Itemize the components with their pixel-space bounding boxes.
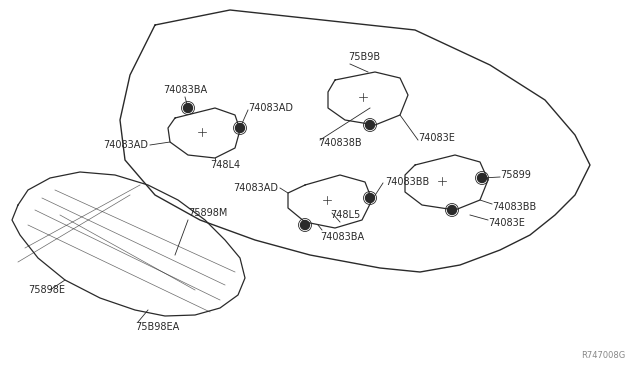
Text: 75B98EA: 75B98EA — [135, 322, 179, 332]
Text: 74083E: 74083E — [488, 218, 525, 228]
Text: 740838B: 740838B — [318, 138, 362, 148]
Circle shape — [365, 193, 374, 202]
Circle shape — [236, 124, 244, 132]
Circle shape — [447, 205, 456, 215]
Text: 75899: 75899 — [500, 170, 531, 180]
Text: 74083AD: 74083AD — [103, 140, 148, 150]
Circle shape — [184, 103, 193, 112]
Circle shape — [301, 221, 310, 230]
Text: 74083BA: 74083BA — [320, 232, 364, 242]
Text: 74083BB: 74083BB — [385, 177, 429, 187]
Text: 74083BA: 74083BA — [163, 85, 207, 95]
Text: 74083AD: 74083AD — [248, 103, 293, 113]
Text: 74083AD: 74083AD — [233, 183, 278, 193]
Circle shape — [477, 173, 486, 183]
Text: 75898M: 75898M — [188, 208, 227, 218]
Text: 75898E: 75898E — [28, 285, 65, 295]
Text: 748L4: 748L4 — [210, 160, 240, 170]
Text: R747008G: R747008G — [580, 351, 625, 360]
Text: 74083E: 74083E — [418, 133, 455, 143]
Text: 748L5: 748L5 — [330, 210, 360, 220]
Text: 74083BB: 74083BB — [492, 202, 536, 212]
Circle shape — [365, 121, 374, 129]
Text: 75B9B: 75B9B — [348, 52, 380, 62]
